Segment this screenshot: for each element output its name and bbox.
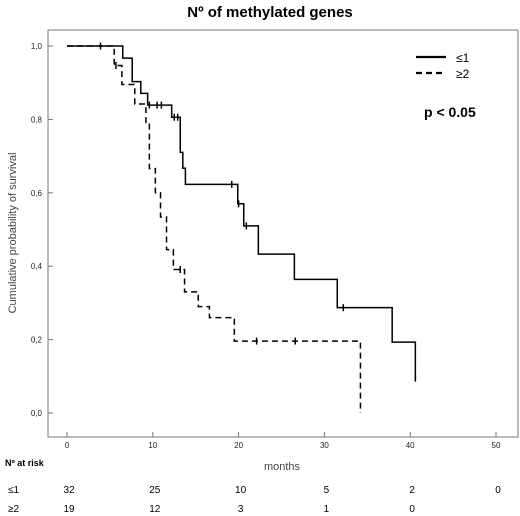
risk-count: 19 [63, 504, 75, 515]
risk-count: 0 [409, 504, 415, 515]
chart-title: Nº of methylated genes [187, 4, 353, 21]
plot-frame [47, 29, 519, 438]
x-tick-label: 10 [148, 441, 157, 450]
series-group [67, 42, 417, 413]
legend: ≤1 ≥2 [416, 51, 470, 81]
x-tick-label: 0 [65, 441, 70, 450]
risk-count: 1 [324, 504, 330, 515]
legend-label-1: ≤1 [456, 51, 470, 65]
survival-curve-2 [67, 45, 362, 413]
risk-table: ≤1 32 25 10 5 2 0≥2 19 12 3 1 0 [8, 485, 501, 515]
p-value-annotation: p < 0.05 [424, 104, 476, 120]
y-axis-label: Cumulative probability of survival [7, 153, 19, 314]
risk-count: 3 [238, 504, 244, 515]
risk-row-label: ≤1 [8, 485, 19, 496]
survival-curve-1 [67, 45, 417, 379]
legend-label-2: ≥2 [456, 67, 470, 81]
x-tick-label: 20 [234, 441, 243, 450]
risk-row-label: ≥2 [8, 504, 19, 515]
y-tick-label: 0,8 [31, 115, 43, 124]
risk-count: 25 [149, 485, 161, 496]
y-tick-label: 0,0 [31, 409, 43, 418]
y-tick-label: 0,4 [31, 262, 43, 271]
x-tick-label: 40 [406, 441, 415, 450]
y-tick-label: 1,0 [31, 42, 43, 51]
x-tick-label: 30 [320, 441, 329, 450]
risk-count: 2 [409, 485, 415, 496]
risk-table-header: Nº at risk [5, 458, 45, 468]
axes: 0 10 20 30 40 50 0,0 0,2 0,4 0,6 0,8 1,0 [31, 42, 501, 450]
y-tick-label: 0,6 [31, 189, 43, 198]
x-axis-label: months [264, 461, 301, 473]
risk-count: 10 [235, 485, 247, 496]
risk-count: 0 [495, 485, 501, 496]
risk-count: 5 [324, 485, 330, 496]
risk-count: 12 [149, 504, 161, 515]
y-tick-label: 0,2 [31, 336, 43, 345]
x-tick-label: 50 [492, 441, 501, 450]
risk-count: 32 [63, 485, 75, 496]
